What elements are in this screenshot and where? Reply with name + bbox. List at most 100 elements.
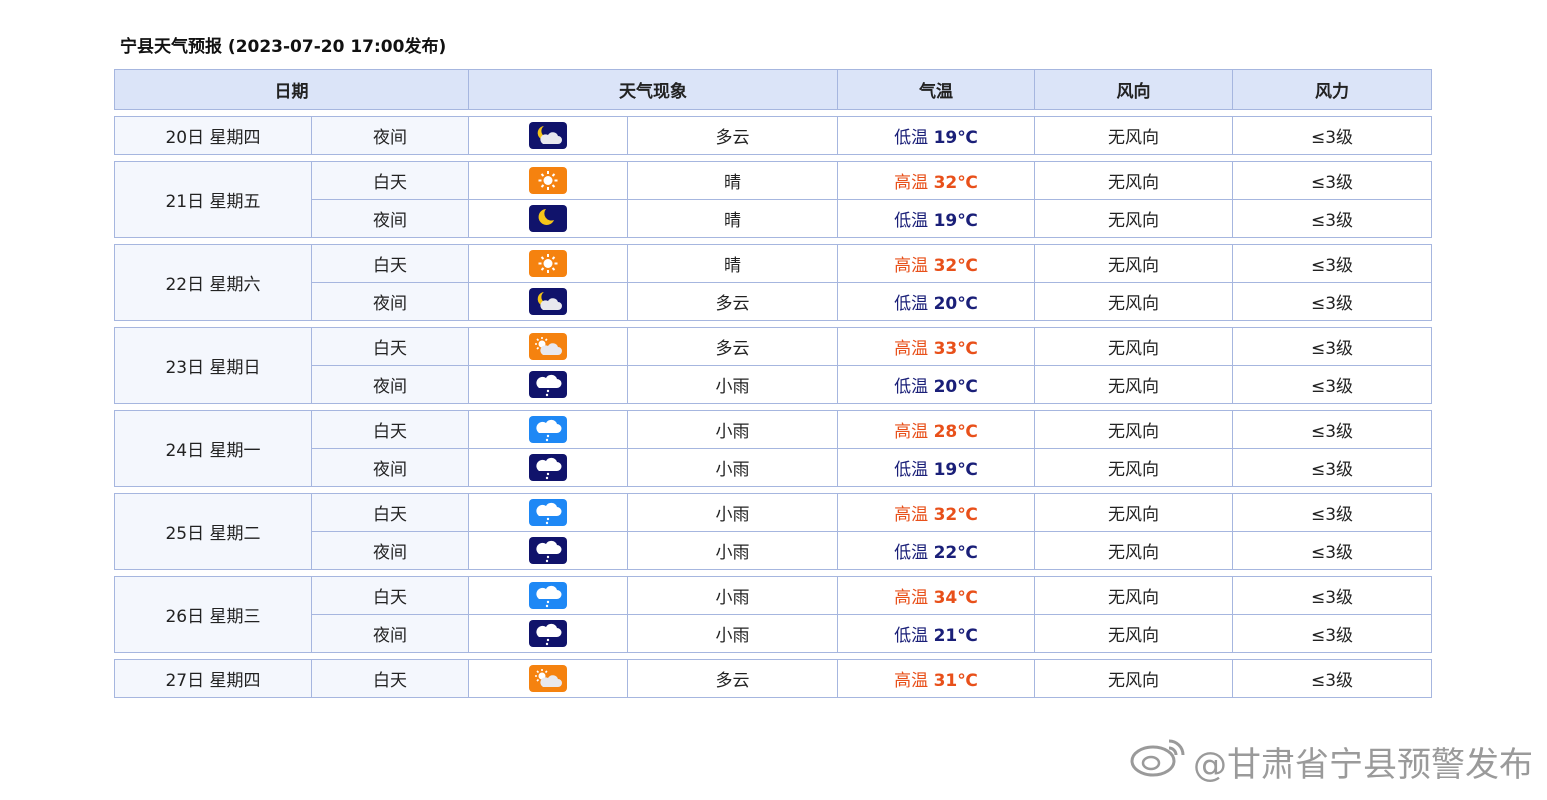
day-group: 23日 星期日 白天 多云 高温 33℃ 无风向 ≤3级 夜间 小雨 低温 20℃ 无风向 ≤3级 (114, 327, 1432, 404)
day-group: 21日 星期五 白天晴高温 32℃ 无风向 ≤3级 夜间晴低温 19℃ 无风向 ≤3级 (114, 161, 1432, 238)
wind-direction-cell: 无风向 (1034, 244, 1233, 283)
day-group: 22日 星期六 白天晴高温 32℃ 无风向 ≤3级 夜间 多云 低温 20℃ 无风向 ≤3级 (114, 244, 1432, 321)
weather-cell: 晴 (627, 199, 838, 238)
temp-value: 31℃ (933, 671, 978, 691)
day-light-rain-icon (529, 499, 567, 526)
table-row: 23日 星期日 白天 多云 高温 33℃ 无风向 ≤3级 (114, 327, 1432, 404)
wind-force-cell: ≤3级 (1232, 365, 1432, 404)
date-cell: 22日 星期六 (114, 244, 312, 321)
icon-cell (468, 576, 628, 615)
page-title: 宁县天气预报 (2023-07-20 17:00发布) (120, 37, 447, 57)
temp-value: 19℃ (933, 128, 978, 148)
icon-cell (468, 365, 628, 404)
day-light-rain-icon (529, 416, 567, 443)
weather-cell: 多云 (627, 327, 838, 366)
icon-cell (468, 410, 628, 449)
weather-cell: 小雨 (627, 576, 838, 615)
wind-force-cell: ≤3级 (1232, 614, 1432, 653)
day-group: 26日 星期三 白天 小雨 高温 34℃ 无风向 ≤3级 夜间 小雨 低温 21℃ 无风向 ≤3级 (114, 576, 1432, 653)
table-row: 27日 星期四 白天 多云 高温 31℃ 无风向 ≤3级 (114, 659, 1432, 698)
forecast-table: 日期 天气现象 气温 风向 风力 20日 星期四 夜间 多云 低温 19℃ 无风向 ≤3级… (114, 69, 1432, 698)
day-group: 20日 星期四 夜间 多云 低温 19℃ 无风向 ≤3级 (114, 116, 1432, 155)
icon-cell (468, 531, 628, 570)
icon-cell (468, 161, 628, 200)
period-cell: 白天 (311, 493, 469, 532)
weather-cell: 小雨 (627, 614, 838, 653)
night-partly-cloudy-icon (529, 122, 567, 149)
temp-cell: 高温 32℃ (837, 493, 1035, 532)
temp-cell: 低温 19℃ (837, 116, 1035, 155)
icon-cell (468, 659, 628, 698)
icon-cell (468, 493, 628, 532)
weather-cell: 多云 (627, 116, 838, 155)
date-cell: 20日 星期四 (114, 116, 312, 155)
period-cell: 夜间 (311, 282, 469, 321)
temp-label: 高温 (894, 588, 929, 608)
wind-force-cell: ≤3级 (1232, 116, 1432, 155)
wind-direction-cell: 无风向 (1034, 614, 1233, 653)
icon-cell (468, 614, 628, 653)
header-weather: 天气现象 (468, 69, 838, 110)
temp-label: 高温 (894, 173, 929, 193)
temp-label: 低温 (894, 294, 929, 314)
wind-force-cell: ≤3级 (1232, 410, 1432, 449)
wind-direction-cell: 无风向 (1034, 282, 1233, 321)
temp-value: 22℃ (933, 543, 978, 563)
period-cell: 夜间 (311, 531, 469, 570)
weather-cell: 多云 (627, 659, 838, 698)
temp-value: 32℃ (933, 505, 978, 525)
temp-label: 高温 (894, 671, 929, 691)
table-row: 夜间 小雨 低温 20℃ 无风向 ≤3级 (115, 365, 1432, 404)
weather-cell: 晴 (627, 244, 838, 283)
table-row: 夜间 小雨 低温 21℃ 无风向 ≤3级 (115, 614, 1432, 653)
wind-direction-cell: 无风向 (1034, 659, 1233, 698)
period-cell: 夜间 (311, 448, 469, 487)
table-row: 21日 星期五 白天晴高温 32℃ 无风向 ≤3级 (114, 161, 1432, 238)
period-cell: 白天 (311, 659, 469, 698)
temp-cell: 高温 32℃ (837, 244, 1035, 283)
weather-cell: 小雨 (627, 410, 838, 449)
temp-label: 低温 (894, 128, 929, 148)
day-group: 27日 星期四 白天 多云 高温 31℃ 无风向 ≤3级 (114, 659, 1432, 698)
table-row: 25日 星期二 白天 小雨 高温 32℃ 无风向 ≤3级 (114, 493, 1432, 570)
wind-direction-cell: 无风向 (1034, 493, 1233, 532)
day-group: 24日 星期一 白天 小雨 高温 28℃ 无风向 ≤3级 夜间 小雨 低温 19℃ 无风向 ≤3级 (114, 410, 1432, 487)
icon-cell (468, 282, 628, 321)
date-cell: 23日 星期日 (114, 327, 312, 404)
weather-cell: 小雨 (627, 493, 838, 532)
sunny-icon (529, 250, 567, 277)
wind-force-cell: ≤3级 (1232, 493, 1432, 532)
period-cell: 夜间 (311, 614, 469, 653)
wind-force-cell: ≤3级 (1232, 531, 1432, 570)
date-cell: 27日 星期四 (114, 659, 312, 698)
header-date: 日期 (114, 69, 469, 110)
temp-cell: 高温 34℃ (837, 576, 1035, 615)
night-clear-icon (529, 205, 567, 232)
icon-cell (468, 244, 628, 283)
header-wind-direction: 风向 (1034, 69, 1233, 110)
temp-cell: 低温 19℃ (837, 448, 1035, 487)
watermark-text: @甘肃省宁县预警发布 (1193, 745, 1533, 785)
table-row: 24日 星期一 白天 小雨 高温 28℃ 无风向 ≤3级 (114, 410, 1432, 487)
table-row: 夜间 小雨 低温 22℃ 无风向 ≤3级 (115, 531, 1432, 570)
temp-cell: 低温 19℃ (837, 199, 1035, 238)
wind-direction-cell: 无风向 (1034, 365, 1233, 404)
temp-value: 19℃ (933, 460, 978, 480)
temp-label: 低温 (894, 460, 929, 480)
temp-value: 33℃ (933, 339, 978, 359)
weibo-logo-icon (1129, 737, 1187, 786)
temp-cell: 低温 20℃ (837, 365, 1035, 404)
wind-force-cell: ≤3级 (1232, 282, 1432, 321)
temp-cell: 低温 20℃ (837, 282, 1035, 321)
weather-cell: 多云 (627, 282, 838, 321)
temp-label: 低温 (894, 626, 929, 646)
table-row: 26日 星期三 白天 小雨 高温 34℃ 无风向 ≤3级 (114, 576, 1432, 653)
forecast-header: 日期 天气现象 气温 风向 风力 (114, 69, 1432, 110)
temp-value: 20℃ (933, 377, 978, 397)
wind-direction-cell: 无风向 (1034, 576, 1233, 615)
temp-value: 34℃ (933, 588, 978, 608)
wind-force-cell: ≤3级 (1232, 659, 1432, 698)
temp-cell: 低温 22℃ (837, 531, 1035, 570)
weather-cell: 小雨 (627, 531, 838, 570)
night-light-rain-icon (529, 620, 567, 647)
